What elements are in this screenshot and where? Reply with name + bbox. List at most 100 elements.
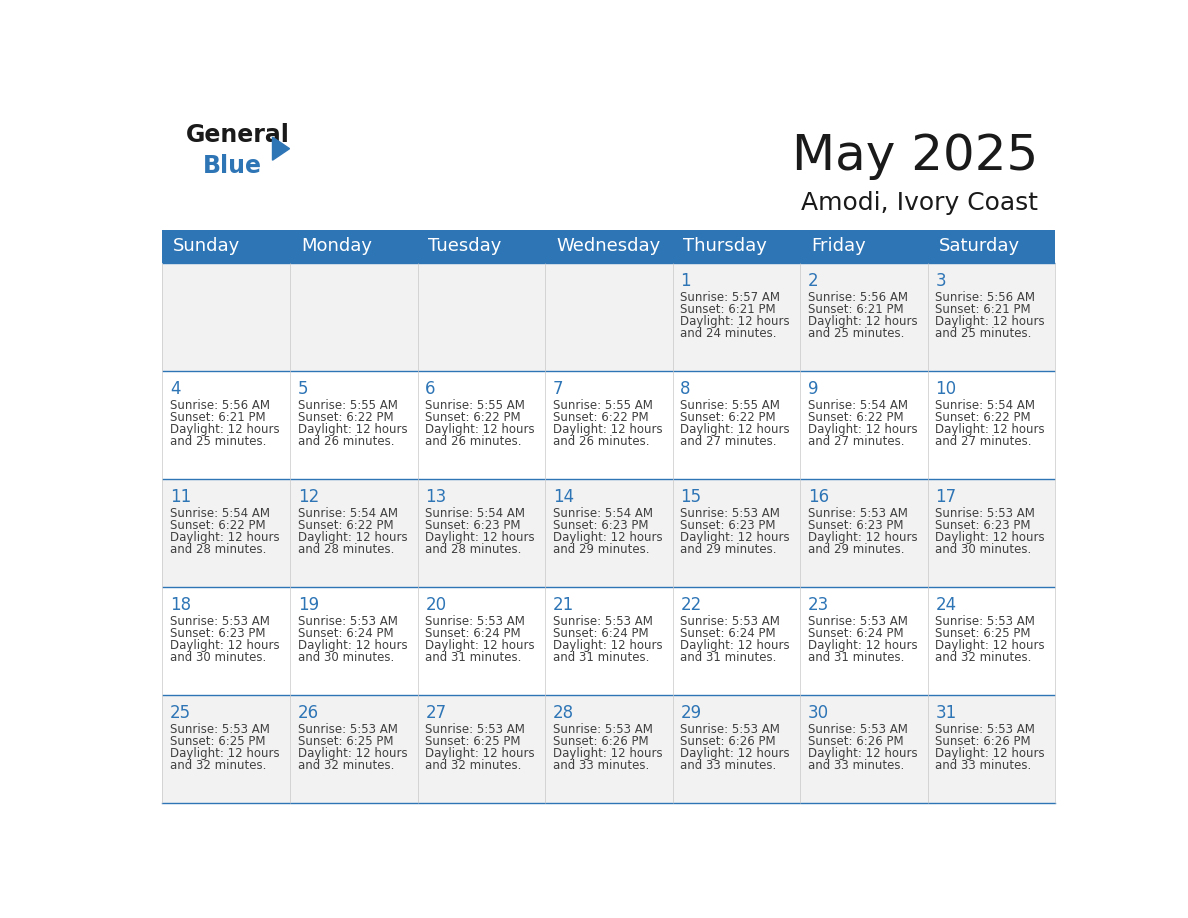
Text: and 25 minutes.: and 25 minutes. (170, 435, 266, 448)
Text: Sunset: 6:22 PM: Sunset: 6:22 PM (170, 519, 266, 532)
Text: Daylight: 12 hours: Daylight: 12 hours (298, 423, 407, 436)
Text: Sunset: 6:23 PM: Sunset: 6:23 PM (425, 519, 520, 532)
Text: Sunrise: 5:53 AM: Sunrise: 5:53 AM (298, 615, 398, 628)
Text: and 32 minutes.: and 32 minutes. (298, 759, 394, 772)
Text: 5: 5 (298, 380, 308, 397)
Text: Sunrise: 5:56 AM: Sunrise: 5:56 AM (935, 291, 1036, 304)
Text: 26: 26 (298, 704, 318, 722)
Text: Sunset: 6:22 PM: Sunset: 6:22 PM (681, 411, 776, 424)
Text: 13: 13 (425, 487, 447, 506)
Text: Sunrise: 5:53 AM: Sunrise: 5:53 AM (552, 615, 652, 628)
Text: 7: 7 (552, 380, 563, 397)
Text: Sunset: 6:26 PM: Sunset: 6:26 PM (935, 735, 1031, 748)
Text: Sunset: 6:22 PM: Sunset: 6:22 PM (808, 411, 904, 424)
Text: Sunrise: 5:56 AM: Sunrise: 5:56 AM (808, 291, 908, 304)
Text: Daylight: 12 hours: Daylight: 12 hours (552, 531, 663, 543)
Text: 10: 10 (935, 380, 956, 397)
Text: and 28 minutes.: and 28 minutes. (425, 543, 522, 555)
Text: Daylight: 12 hours: Daylight: 12 hours (935, 315, 1045, 328)
Text: 24: 24 (935, 596, 956, 614)
Text: Daylight: 12 hours: Daylight: 12 hours (552, 639, 663, 652)
Text: Sunset: 6:24 PM: Sunset: 6:24 PM (681, 627, 776, 640)
Bar (163, 695, 1055, 803)
Bar (163, 263, 1055, 372)
Text: Thursday: Thursday (683, 238, 767, 255)
Text: Sunrise: 5:54 AM: Sunrise: 5:54 AM (935, 399, 1036, 412)
Text: 9: 9 (808, 380, 819, 397)
Text: Daylight: 12 hours: Daylight: 12 hours (935, 423, 1045, 436)
Bar (163, 372, 1055, 479)
Text: and 33 minutes.: and 33 minutes. (808, 759, 904, 772)
Text: Daylight: 12 hours: Daylight: 12 hours (425, 747, 535, 760)
Text: Daylight: 12 hours: Daylight: 12 hours (935, 531, 1045, 543)
Text: 19: 19 (298, 596, 318, 614)
Text: Sunset: 6:21 PM: Sunset: 6:21 PM (935, 303, 1031, 316)
Text: Sunset: 6:22 PM: Sunset: 6:22 PM (552, 411, 649, 424)
Text: Sunrise: 5:53 AM: Sunrise: 5:53 AM (681, 507, 781, 520)
Bar (163, 230, 290, 263)
Text: Sunrise: 5:56 AM: Sunrise: 5:56 AM (170, 399, 270, 412)
Text: May 2025: May 2025 (792, 131, 1038, 180)
Text: Sunrise: 5:53 AM: Sunrise: 5:53 AM (935, 615, 1035, 628)
Text: Sunset: 6:23 PM: Sunset: 6:23 PM (552, 519, 649, 532)
Text: Wednesday: Wednesday (556, 238, 661, 255)
Text: Daylight: 12 hours: Daylight: 12 hours (170, 747, 280, 760)
Text: Daylight: 12 hours: Daylight: 12 hours (552, 747, 663, 760)
Text: Sunset: 6:22 PM: Sunset: 6:22 PM (298, 519, 393, 532)
Text: and 26 minutes.: and 26 minutes. (425, 435, 522, 448)
Text: 25: 25 (170, 704, 191, 722)
Text: and 31 minutes.: and 31 minutes. (808, 651, 904, 664)
Text: Monday: Monday (301, 238, 372, 255)
Text: Daylight: 12 hours: Daylight: 12 hours (425, 639, 535, 652)
Bar (163, 588, 1055, 695)
Text: Sunset: 6:25 PM: Sunset: 6:25 PM (170, 735, 266, 748)
Text: Daylight: 12 hours: Daylight: 12 hours (681, 531, 790, 543)
Text: Sunset: 6:23 PM: Sunset: 6:23 PM (935, 519, 1031, 532)
Text: Daylight: 12 hours: Daylight: 12 hours (681, 315, 790, 328)
Text: 2: 2 (808, 272, 819, 290)
Text: Sunrise: 5:54 AM: Sunrise: 5:54 AM (298, 507, 398, 520)
Text: 22: 22 (681, 596, 702, 614)
Text: Sunset: 6:22 PM: Sunset: 6:22 PM (935, 411, 1031, 424)
Text: 31: 31 (935, 704, 956, 722)
Bar (163, 479, 1055, 588)
Text: Sunset: 6:23 PM: Sunset: 6:23 PM (681, 519, 776, 532)
Text: Sunrise: 5:54 AM: Sunrise: 5:54 AM (425, 507, 525, 520)
Text: Daylight: 12 hours: Daylight: 12 hours (681, 423, 790, 436)
Text: and 33 minutes.: and 33 minutes. (935, 759, 1031, 772)
Text: Sunday: Sunday (173, 238, 240, 255)
Text: Daylight: 12 hours: Daylight: 12 hours (298, 747, 407, 760)
Text: Sunset: 6:21 PM: Sunset: 6:21 PM (808, 303, 904, 316)
Text: Sunset: 6:25 PM: Sunset: 6:25 PM (425, 735, 520, 748)
Text: Daylight: 12 hours: Daylight: 12 hours (425, 531, 535, 543)
Text: and 33 minutes.: and 33 minutes. (681, 759, 777, 772)
Text: Sunset: 6:23 PM: Sunset: 6:23 PM (808, 519, 903, 532)
Text: Sunrise: 5:53 AM: Sunrise: 5:53 AM (935, 507, 1035, 520)
Text: and 29 minutes.: and 29 minutes. (681, 543, 777, 555)
Text: and 32 minutes.: and 32 minutes. (170, 759, 266, 772)
Text: Sunrise: 5:53 AM: Sunrise: 5:53 AM (681, 615, 781, 628)
Text: 21: 21 (552, 596, 574, 614)
Text: Sunset: 6:25 PM: Sunset: 6:25 PM (935, 627, 1031, 640)
Text: Daylight: 12 hours: Daylight: 12 hours (170, 639, 280, 652)
Text: and 29 minutes.: and 29 minutes. (808, 543, 904, 555)
Bar (290, 230, 417, 263)
Text: Sunrise: 5:55 AM: Sunrise: 5:55 AM (425, 399, 525, 412)
Text: and 30 minutes.: and 30 minutes. (935, 543, 1031, 555)
Text: Daylight: 12 hours: Daylight: 12 hours (681, 747, 790, 760)
Bar (672, 230, 801, 263)
Text: and 26 minutes.: and 26 minutes. (298, 435, 394, 448)
Text: Sunrise: 5:53 AM: Sunrise: 5:53 AM (170, 723, 270, 736)
Text: Sunset: 6:26 PM: Sunset: 6:26 PM (681, 735, 776, 748)
Text: Daylight: 12 hours: Daylight: 12 hours (170, 423, 280, 436)
Text: and 26 minutes.: and 26 minutes. (552, 435, 650, 448)
Text: and 31 minutes.: and 31 minutes. (552, 651, 649, 664)
Text: Sunset: 6:24 PM: Sunset: 6:24 PM (425, 627, 520, 640)
Text: Sunrise: 5:53 AM: Sunrise: 5:53 AM (552, 723, 652, 736)
Text: Sunset: 6:21 PM: Sunset: 6:21 PM (681, 303, 776, 316)
Text: and 31 minutes.: and 31 minutes. (425, 651, 522, 664)
Text: Daylight: 12 hours: Daylight: 12 hours (935, 639, 1045, 652)
Text: Daylight: 12 hours: Daylight: 12 hours (808, 423, 917, 436)
Text: and 30 minutes.: and 30 minutes. (298, 651, 394, 664)
Text: 16: 16 (808, 487, 829, 506)
